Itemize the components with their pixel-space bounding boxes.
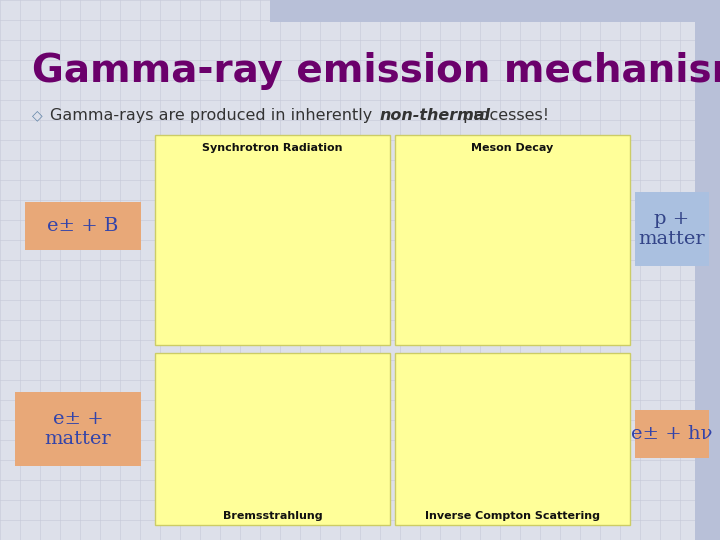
FancyBboxPatch shape — [395, 135, 630, 345]
Text: Meson Decay: Meson Decay — [472, 143, 554, 153]
Text: Gamma-ray emission mechanisms: Gamma-ray emission mechanisms — [32, 52, 720, 90]
Text: p +
matter: p + matter — [639, 210, 706, 248]
Text: ◇: ◇ — [32, 108, 42, 122]
Text: Synchrotron Radiation: Synchrotron Radiation — [202, 143, 343, 153]
Text: Inverse Compton Scattering: Inverse Compton Scattering — [425, 511, 600, 521]
FancyBboxPatch shape — [155, 353, 390, 525]
Text: Bremsstrahlung: Bremsstrahlung — [222, 511, 323, 521]
FancyBboxPatch shape — [15, 392, 141, 466]
FancyBboxPatch shape — [270, 0, 700, 22]
FancyBboxPatch shape — [695, 0, 720, 540]
Text: e± + hν: e± + hν — [631, 425, 713, 443]
FancyBboxPatch shape — [395, 353, 630, 525]
FancyBboxPatch shape — [155, 135, 390, 345]
Text: Gamma-rays are produced in inherently: Gamma-rays are produced in inherently — [50, 108, 377, 123]
Text: e± +
matter: e± + matter — [45, 410, 112, 448]
Text: processes!: processes! — [458, 108, 549, 123]
FancyBboxPatch shape — [635, 410, 709, 458]
FancyBboxPatch shape — [25, 202, 141, 250]
Text: e± + B: e± + B — [48, 217, 119, 235]
FancyBboxPatch shape — [635, 192, 709, 266]
Text: non-thermal: non-thermal — [380, 108, 491, 123]
